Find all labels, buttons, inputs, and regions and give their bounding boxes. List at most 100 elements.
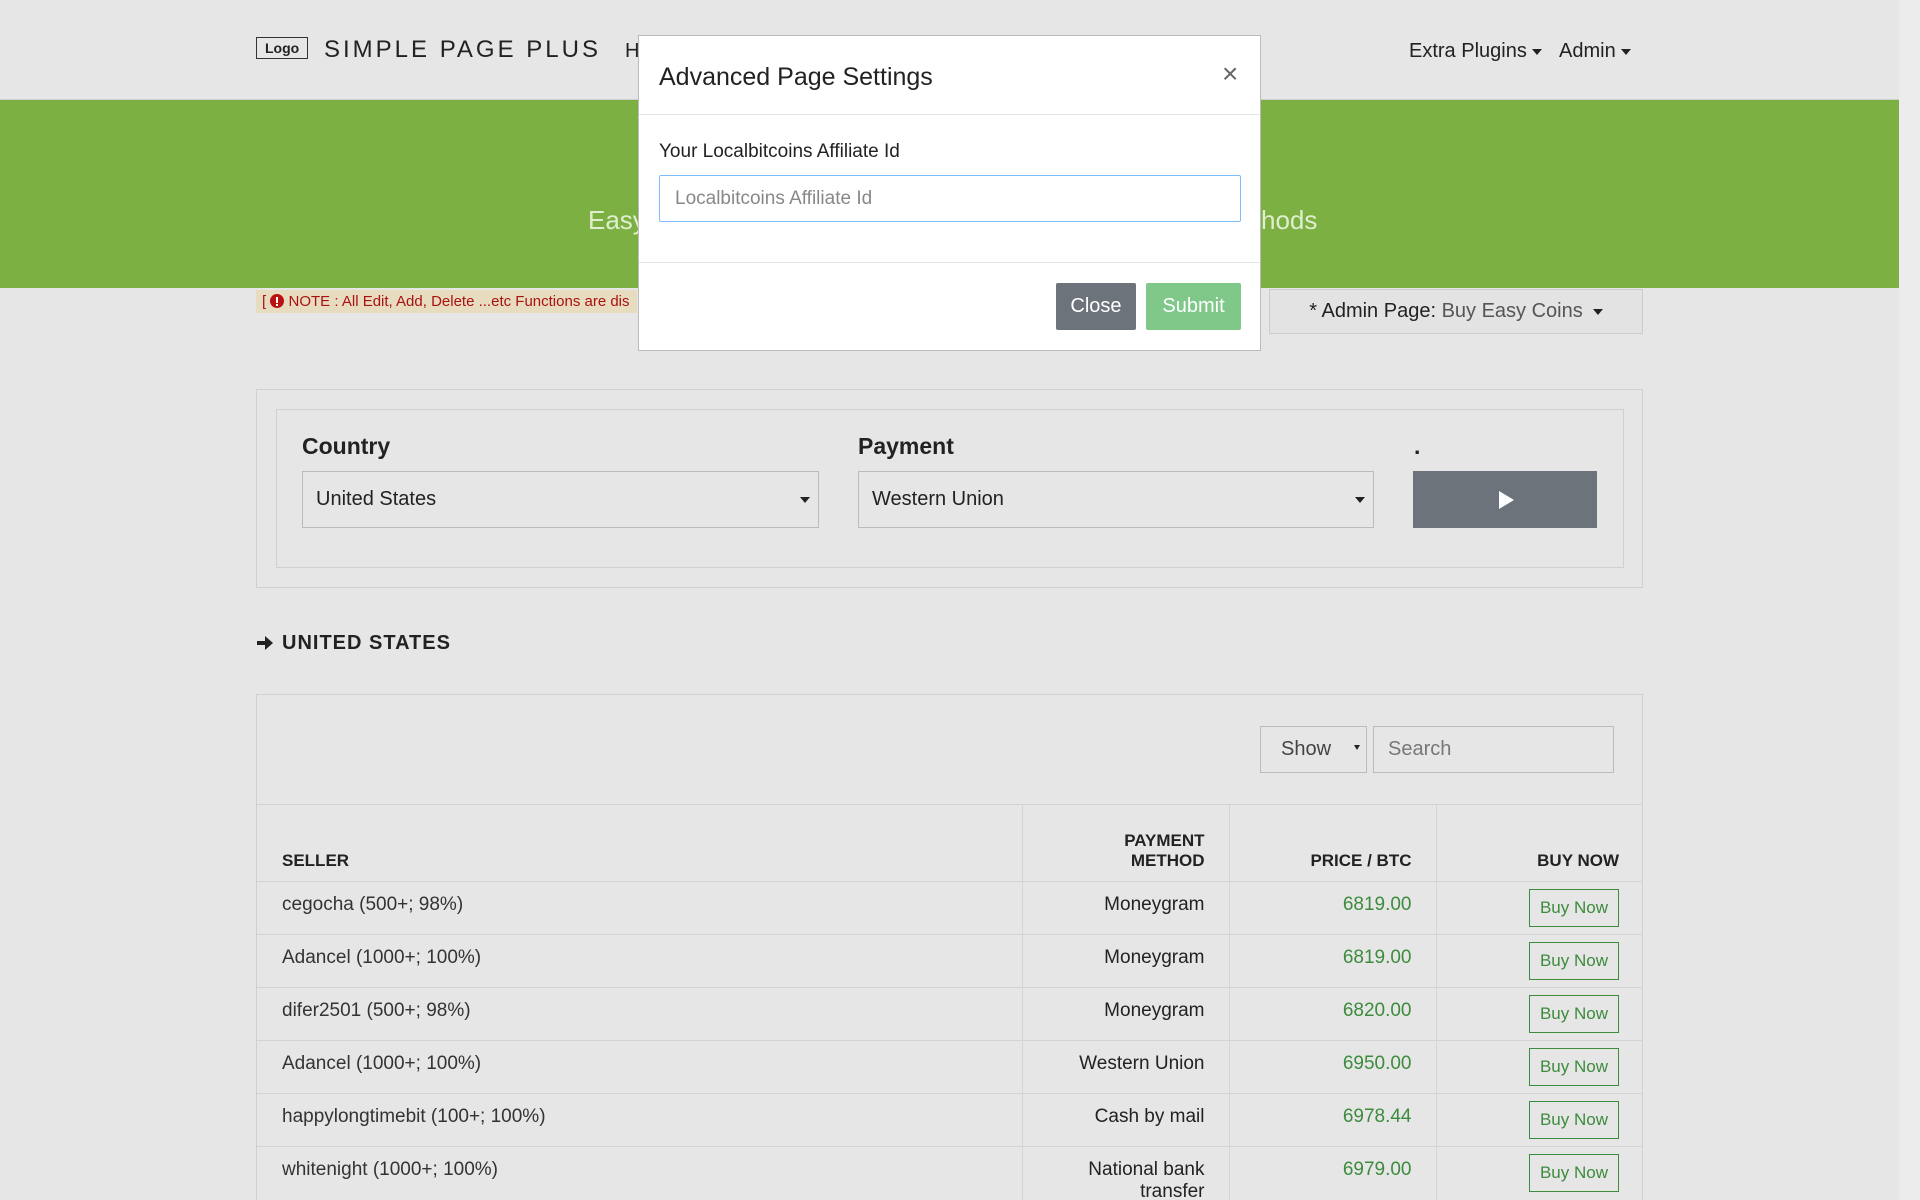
table-cell: difer2501 (500+; 98%): [257, 987, 1023, 1041]
field-label: Your Localbitcoins Affiliate Id: [659, 141, 900, 162]
admin-value: Buy Easy Coins: [1441, 300, 1583, 322]
menu-label: Admin: [1559, 40, 1616, 62]
table-cell: Buy Now: [1436, 1146, 1642, 1200]
price: 6979.00: [1342, 1159, 1412, 1180]
payment-method: Moneygram: [1104, 947, 1205, 968]
buy-now-button[interactable]: Buy Now: [1528, 995, 1619, 1033]
seller: happylongtimebit (100+; 100%): [282, 1106, 546, 1127]
payment-value: Western Union: [872, 488, 1004, 510]
seller: whitenight (1000+; 100%): [282, 1159, 499, 1180]
filter-panel: [256, 389, 1643, 588]
show-select[interactable]: Show: [1260, 726, 1367, 773]
table-cell: 6979.00: [1229, 1146, 1437, 1200]
price: 6978.44: [1342, 1106, 1412, 1127]
nav-link[interactable]: H: [625, 40, 640, 62]
submit-button[interactable]: Submit: [1146, 283, 1241, 330]
table-cell: Adancel (1000+; 100%): [257, 934, 1023, 988]
filter-inner: [276, 409, 1624, 568]
table-cell: 6819.00: [1229, 934, 1437, 988]
buy-now-button[interactable]: Buy Now: [1528, 1101, 1619, 1139]
modal-title: Advanced Page Settings: [659, 63, 933, 91]
menu-label: Extra Plugins: [1409, 40, 1527, 62]
table-cell: National bank transfer: [1022, 1146, 1230, 1200]
table-cell: Buy Now: [1436, 987, 1642, 1041]
arrow-icon: [257, 636, 273, 650]
column-header: PRICE / BTC: [1229, 805, 1437, 882]
table-cell: happylongtimebit (100+; 100%): [257, 1093, 1023, 1147]
section-title: UNITED STATES: [282, 632, 451, 654]
table-row: difer2501 (500+; 98%) Moneygram 6820.00 Buy…: [257, 987, 1642, 1041]
buy-now-button[interactable]: Buy Now: [1528, 1048, 1619, 1086]
price: 6819.00: [1342, 947, 1412, 968]
payment-method: Cash by mail: [1094, 1106, 1205, 1127]
table-row: happylongtimebit (100+; 100%) Cash by mai…: [257, 1093, 1642, 1147]
table-panel: Show Search SELLER PAYMENT METHOD PRICE / …: [256, 694, 1643, 1200]
play-icon: [1499, 491, 1514, 509]
table-row: cegocha (500+; 98%) Moneygram 6819.00 Buy N…: [257, 881, 1642, 935]
price: 6950.00: [1342, 1053, 1412, 1074]
close-button[interactable]: Close: [1056, 283, 1136, 330]
admin-label: * Admin Page:: [1309, 300, 1436, 322]
admin-page-button[interactable]: * Admin Page: Buy Easy Coins: [1269, 289, 1643, 334]
buy-now-button[interactable]: Buy Now: [1528, 942, 1619, 980]
seller: Adancel (1000+; 100%): [282, 947, 482, 968]
table-cell: 6820.00: [1229, 987, 1437, 1041]
button-label: .: [1414, 433, 1421, 459]
seller: cegocha (500+; 98%): [282, 894, 464, 915]
search-button[interactable]: [1413, 471, 1597, 528]
note: [ NOTE : All Edit, Add, Delete ...etc Fu…: [256, 290, 637, 313]
table-cell: Moneygram: [1022, 934, 1230, 988]
divider: [639, 262, 1260, 263]
affiliate-input[interactable]: Localbitcoins Affiliate Id: [659, 175, 1241, 222]
note-text: NOTE : All Edit, Add, Delete ...etc Func…: [288, 293, 630, 310]
country-label: Country: [302, 433, 391, 459]
payment-label: Payment: [858, 433, 954, 459]
scrollbar: [1899, 0, 1920, 1200]
modal: Advanced Page Settings × Your Localbitco…: [638, 35, 1261, 351]
divider: [639, 114, 1260, 115]
table-row: Adancel (1000+; 100%) Western Union 6950.0…: [257, 1040, 1642, 1094]
seller: Adancel (1000+; 100%): [282, 1053, 482, 1074]
buy-now-button[interactable]: Buy Now: [1528, 1154, 1619, 1192]
payment-select[interactable]: Western Union: [858, 471, 1374, 528]
payment-method: National bank transfer: [1088, 1159, 1205, 1200]
country-select[interactable]: United States: [302, 471, 819, 528]
column-header: SELLER: [257, 805, 1023, 882]
table-cell: whitenight (1000+; 100%): [257, 1146, 1023, 1200]
logo: Logo: [256, 37, 309, 59]
column-header: BUY NOW: [1537, 851, 1619, 870]
seller: difer2501 (500+; 98%): [282, 1000, 471, 1021]
table-cell: 6819.00: [1229, 881, 1437, 935]
table-cell: 6978.44: [1229, 1093, 1437, 1147]
nav-menu[interactable]: Admin: [1559, 40, 1631, 63]
table-cell: Buy Now: [1436, 1093, 1642, 1147]
table-cell: Buy Now: [1436, 1040, 1642, 1094]
table-row: whitenight (1000+; 100%) National bank tr…: [257, 1146, 1642, 1200]
table-cell: Cash by mail: [1022, 1093, 1230, 1147]
banner-text: hods: [1261, 205, 1318, 235]
payment-method: Moneygram: [1104, 1000, 1205, 1021]
nav-menu[interactable]: Extra Plugins: [1409, 40, 1542, 63]
table-row: Adancel (1000+; 100%) Moneygram 6819.00 Buy…: [257, 934, 1642, 988]
search-input[interactable]: Search: [1373, 726, 1614, 773]
modal-close-icon[interactable]: ×: [1222, 58, 1239, 89]
price: 6820.00: [1342, 1000, 1412, 1021]
note-bracket: [: [262, 293, 267, 310]
show-label: Show: [1281, 738, 1332, 760]
table-cell: Moneygram: [1022, 987, 1230, 1041]
table-cell: Moneygram: [1022, 881, 1230, 935]
alert-icon: [270, 294, 285, 308]
payment-method: Western Union: [1079, 1053, 1205, 1074]
table-cell: Adancel (1000+; 100%): [257, 1040, 1023, 1094]
country-value: United States: [316, 488, 437, 510]
brand[interactable]: SIMPLE PAGE PLUS: [324, 36, 601, 63]
table-cell: Western Union: [1022, 1040, 1230, 1094]
table-cell: Buy Now: [1436, 934, 1642, 988]
table-cell: cegocha (500+; 98%): [257, 881, 1023, 935]
offers-table: SELLER PAYMENT METHOD PRICE / BTC BUY NOW c…: [257, 805, 1642, 1200]
table-cell: 6950.00: [1229, 1040, 1437, 1094]
banner-text: Easy: [588, 205, 646, 235]
table-wrap: SELLER PAYMENT METHOD PRICE / BTC BUY NOW c…: [257, 804, 1642, 1200]
buy-now-button[interactable]: Buy Now: [1528, 889, 1619, 927]
column-header: PAYMENT METHOD: [1022, 805, 1230, 882]
